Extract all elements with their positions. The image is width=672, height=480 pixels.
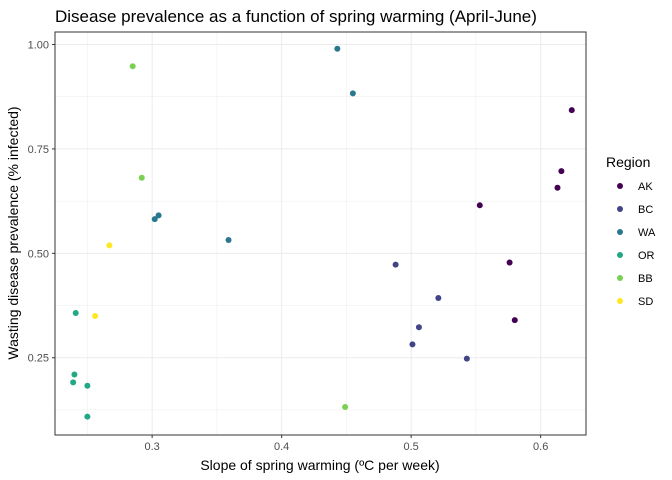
data-point-bc	[392, 261, 399, 268]
legend-key-bc	[617, 206, 623, 212]
x-axis-title: Slope of spring warming (ºC per week)	[200, 457, 439, 473]
data-point-ak	[511, 317, 518, 324]
data-point-or	[84, 413, 91, 420]
data-point-wa	[151, 216, 158, 223]
legend-label-wa: WA	[638, 227, 656, 239]
data-point-bc	[415, 324, 422, 331]
data-point-ak	[554, 184, 561, 191]
data-point-wa	[155, 212, 162, 219]
legend-label-bb: BB	[638, 273, 653, 285]
legend-label-sd: SD	[638, 296, 653, 308]
data-point-sd	[106, 242, 113, 249]
data-point-or	[71, 371, 78, 378]
legend-key-wa	[617, 229, 623, 235]
legend-key-bb	[617, 275, 623, 281]
legend-label-bc: BC	[638, 204, 653, 216]
data-point-ak	[506, 259, 513, 266]
data-point-bc	[409, 341, 416, 348]
data-points	[70, 45, 575, 420]
data-point-or	[70, 379, 77, 386]
data-point-bb	[138, 174, 145, 181]
data-point-ak	[476, 202, 483, 209]
data-point-bc	[435, 295, 442, 302]
legend: Region AK BC WA OR BB SD	[606, 154, 656, 308]
x-tick-label: 0.3	[144, 441, 159, 453]
data-point-bb	[129, 63, 136, 70]
plot-panel	[54, 31, 587, 436]
legend-key-sd	[617, 298, 623, 304]
data-point-ak	[568, 107, 575, 114]
legend-key-or	[617, 252, 623, 258]
data-point-sd	[92, 312, 99, 319]
data-point-bb	[342, 404, 349, 411]
data-point-wa	[225, 236, 232, 243]
x-tick-label: 0.5	[404, 441, 419, 453]
x-tick-label: 0.6	[533, 441, 548, 453]
x-axis: 0.3 0.4 0.5 0.6	[144, 435, 548, 453]
y-axis-title: Wasting disease prevalence (% infected)	[5, 106, 21, 359]
legend-title: Region	[606, 154, 650, 170]
y-tick-label: 1.00	[28, 40, 49, 52]
x-tick-label: 0.4	[274, 441, 289, 453]
data-point-ak	[558, 168, 565, 175]
major-gridlines	[55, 32, 586, 435]
chart-title: Disease prevalence as a function of spri…	[55, 7, 537, 26]
data-point-or	[72, 310, 79, 317]
legend-label-or: OR	[638, 250, 655, 262]
data-point-wa	[349, 90, 356, 97]
minor-gridlines	[55, 32, 586, 435]
y-tick-label: 0.50	[28, 248, 49, 260]
legend-key-ak	[617, 183, 623, 189]
y-tick-label: 0.25	[28, 353, 49, 365]
data-point-wa	[334, 45, 341, 52]
y-axis: 0.25 0.50 0.75 1.00	[28, 40, 55, 365]
y-tick-label: 0.75	[28, 144, 49, 156]
data-point-bc	[463, 355, 470, 362]
data-point-or	[84, 382, 91, 389]
legend-label-ak: AK	[638, 181, 653, 193]
